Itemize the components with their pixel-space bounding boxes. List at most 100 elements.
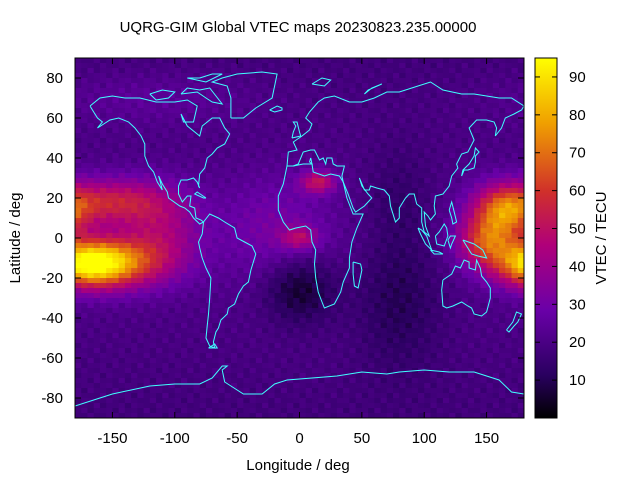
heatmap-cell bbox=[499, 208, 506, 214]
heatmap-cell bbox=[280, 278, 288, 284]
heatmap-cell bbox=[149, 163, 157, 169]
heatmap-cell bbox=[212, 403, 220, 409]
heatmap-cell bbox=[230, 203, 238, 209]
heatmap-cell bbox=[368, 273, 375, 279]
heatmap-cell bbox=[361, 398, 369, 404]
heatmap-cell bbox=[405, 218, 413, 224]
heatmap-cell bbox=[455, 68, 463, 74]
heatmap-cell bbox=[505, 68, 513, 74]
heatmap-cell bbox=[106, 283, 114, 289]
heatmap-cell bbox=[311, 183, 319, 189]
heatmap-cell bbox=[280, 98, 288, 104]
heatmap-cell bbox=[355, 143, 363, 149]
heatmap-cell bbox=[75, 278, 82, 284]
heatmap-cell bbox=[467, 238, 475, 244]
heatmap-cell bbox=[399, 98, 407, 104]
heatmap-cell bbox=[93, 278, 101, 284]
heatmap-cell bbox=[442, 63, 450, 69]
heatmap-cell bbox=[505, 273, 513, 279]
heatmap-cell bbox=[311, 223, 319, 229]
heatmap-cell bbox=[143, 328, 151, 334]
heatmap-cell bbox=[461, 108, 469, 114]
heatmap-cell bbox=[492, 243, 500, 249]
heatmap-cell bbox=[287, 318, 294, 324]
heatmap-cell bbox=[262, 223, 269, 229]
heatmap-cell bbox=[417, 278, 425, 284]
heatmap-cell bbox=[143, 403, 151, 409]
heatmap-cell bbox=[280, 398, 288, 404]
heatmap-cell bbox=[311, 258, 319, 264]
heatmap-cell bbox=[399, 248, 407, 254]
heatmap-cell bbox=[330, 128, 338, 134]
heatmap-cell bbox=[255, 78, 263, 84]
heatmap-cell bbox=[112, 188, 120, 194]
heatmap-cell bbox=[156, 268, 163, 274]
heatmap-cell bbox=[149, 313, 157, 319]
heatmap-cell bbox=[517, 83, 524, 89]
heatmap-cell bbox=[137, 213, 145, 219]
heatmap-cell bbox=[499, 218, 506, 224]
heatmap-cell bbox=[417, 103, 425, 109]
heatmap-cell bbox=[168, 228, 176, 234]
heatmap-cell bbox=[393, 63, 400, 69]
heatmap-cell bbox=[162, 348, 170, 354]
heatmap-cell bbox=[230, 273, 238, 279]
heatmap-cell bbox=[99, 153, 107, 159]
heatmap-cell bbox=[75, 138, 82, 144]
heatmap-cell bbox=[424, 358, 432, 364]
heatmap-cell bbox=[75, 343, 82, 349]
heatmap-cell bbox=[324, 258, 332, 264]
heatmap-cell bbox=[212, 288, 220, 294]
heatmap-cell bbox=[93, 193, 101, 199]
heatmap-cell bbox=[355, 213, 363, 219]
heatmap-cell bbox=[393, 348, 400, 354]
heatmap-cell bbox=[318, 388, 326, 394]
heatmap-cell bbox=[137, 183, 145, 189]
heatmap-cell bbox=[411, 168, 419, 174]
heatmap-cell bbox=[156, 328, 163, 334]
heatmap-cell bbox=[368, 263, 375, 269]
heatmap-cell bbox=[174, 108, 182, 114]
heatmap-cell bbox=[461, 158, 469, 164]
heatmap-cell bbox=[268, 358, 276, 364]
heatmap-cell bbox=[511, 258, 519, 264]
heatmap-cell bbox=[355, 218, 363, 224]
heatmap-cell bbox=[355, 118, 363, 124]
heatmap-cell bbox=[411, 388, 419, 394]
heatmap-cell bbox=[417, 113, 425, 119]
heatmap-cell bbox=[461, 188, 469, 194]
heatmap-cell bbox=[436, 213, 444, 219]
heatmap-cell bbox=[492, 278, 500, 284]
heatmap-cell bbox=[124, 403, 132, 409]
heatmap-cell bbox=[143, 273, 151, 279]
heatmap-cell bbox=[461, 193, 469, 199]
heatmap-cell bbox=[280, 78, 288, 84]
heatmap-cell bbox=[124, 208, 132, 214]
heatmap-cell bbox=[355, 243, 363, 249]
heatmap-cell bbox=[374, 353, 382, 359]
heatmap-cell bbox=[368, 203, 375, 209]
heatmap-cell bbox=[187, 88, 195, 94]
heatmap-cell bbox=[380, 393, 388, 399]
heatmap-cell bbox=[187, 373, 195, 379]
heatmap-cell bbox=[237, 278, 244, 284]
heatmap-cell bbox=[156, 323, 163, 329]
heatmap-cell bbox=[311, 158, 319, 164]
heatmap-cell bbox=[343, 233, 350, 239]
heatmap-cell bbox=[99, 183, 107, 189]
heatmap-cell bbox=[467, 218, 475, 224]
heatmap-cell bbox=[99, 213, 107, 219]
heatmap-cell bbox=[299, 138, 307, 144]
heatmap-cell bbox=[287, 108, 294, 114]
heatmap-cell bbox=[417, 258, 425, 264]
heatmap-cell bbox=[212, 313, 220, 319]
heatmap-cell bbox=[349, 108, 357, 114]
heatmap-cell bbox=[137, 263, 145, 269]
heatmap-cell bbox=[393, 133, 400, 139]
heatmap-cell bbox=[511, 378, 519, 384]
heatmap-cell bbox=[461, 308, 469, 314]
heatmap-cell bbox=[280, 243, 288, 249]
heatmap-cell bbox=[255, 188, 263, 194]
heatmap-cell bbox=[118, 168, 126, 174]
heatmap-cell bbox=[474, 83, 481, 89]
